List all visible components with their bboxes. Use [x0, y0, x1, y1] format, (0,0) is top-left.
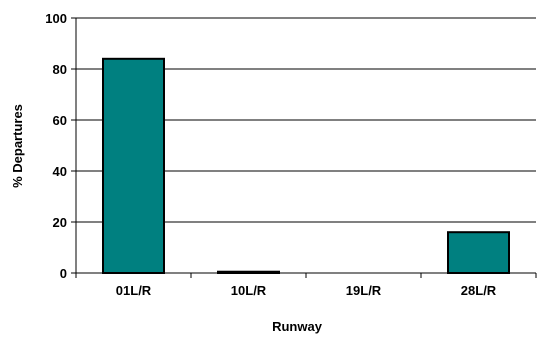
y-tick-label: 60: [53, 113, 67, 128]
y-tick-labels: 0 20 40 60 80 100: [45, 11, 67, 281]
bars: [102, 57, 510, 275]
x-axis-title: Runway: [272, 319, 323, 334]
x-tick-label: 28L/R: [461, 283, 497, 298]
y-tick-label: 80: [53, 62, 67, 77]
x-tick-label: 19L/R: [346, 283, 382, 298]
x-tick-label: 10L/R: [231, 283, 267, 298]
y-tick-label: 100: [45, 11, 67, 26]
bar-28l-r: [447, 231, 510, 274]
axes: [71, 17, 537, 278]
x-tick-labels: 01L/R 10L/R 19L/R 28L/R: [116, 283, 497, 298]
x-tick-label: 01L/R: [116, 283, 152, 298]
y-tick-label: 20: [53, 215, 67, 230]
y-tick-label: 0: [60, 266, 67, 281]
bar-01l-r: [102, 57, 165, 274]
y-axis-title: % Departures: [10, 104, 25, 188]
y-tick-label: 40: [53, 164, 67, 179]
